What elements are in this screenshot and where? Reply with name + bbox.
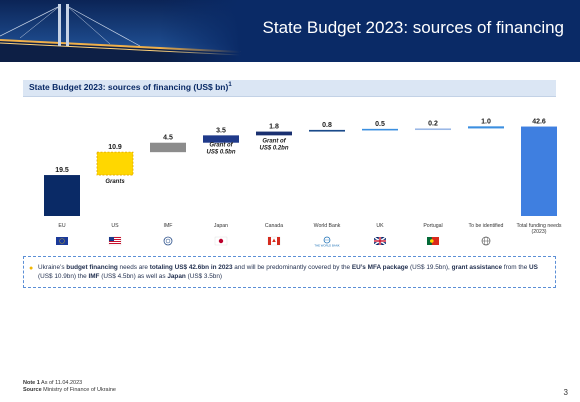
value-label-world-bank: 0.8 [322,122,332,129]
category-label-us: US [111,223,119,229]
bar-japan [203,135,239,143]
bullet-icon: ● [29,265,34,272]
bar-canada [256,131,292,136]
world-bank-logo-text: THE WORLD BANK [314,244,339,248]
us-flag-icon [108,236,122,246]
footer-notes: Note 1 As of 11.04.2023 Source Ministry … [23,380,116,394]
annotation-japan-line2: US$ 0.5bn [206,149,235,155]
value-label-us: 10.9 [108,144,122,151]
category-label-to-be-identified: To be identified [469,223,504,229]
category-label-imf: IMF [164,223,173,229]
value-label-japan: 3.5 [216,127,226,134]
bar-uk [362,128,398,131]
category-label-portugal: Portugal [423,223,442,229]
canada-flag-icon [267,236,281,246]
annotation-us: Grants [105,179,125,185]
chart-title-bar: State Budget 2023: sources of financing … [23,80,556,97]
bridge-photo-icon [0,0,241,62]
footnote-1: Note 1 As of 11.04.2023 [23,380,83,386]
chart-title: State Budget 2023: sources of financing … [29,82,232,92]
bar-to-be-identified [468,126,504,129]
uk-flag-icon [373,236,387,246]
bar-world-bank [309,129,345,132]
value-label-uk: 0.5 [375,121,385,128]
annotation-japan-line1: Grant of [209,142,233,148]
annotation-canada-line1: Grant of [262,139,286,145]
annotation-canada-line2: US$ 0.2bn [259,146,288,152]
value-label-imf: 4.5 [163,135,173,142]
summary-note-box: ● Ukraine’s budget financing needs are t… [23,256,556,288]
bar-eu [44,175,80,216]
waterfall-chart: 19.5 EU 10.9 US 4.5 IMF 3.5 Japan 1.8 Canada 0.8 Wo… [44,118,562,248]
category-label-uk: UK [376,223,384,229]
category-label-canada: Canada [265,223,283,229]
value-label-to-be-identified: 1.0 [481,118,491,125]
japan-flag-icon [214,236,228,246]
value-label-total-funding-needs-2023: 42.6 [532,119,546,126]
bar-us [96,151,134,176]
value-label-eu: 19.5 [55,167,69,174]
value-label-canada: 1.8 [269,124,279,131]
portugal-flag-icon [427,237,439,245]
eu-flag-icon [56,237,68,245]
world-bank-logo-icon [323,236,331,244]
category-label-eu: EU [58,223,65,229]
page-number: 3 [563,388,568,397]
imf-logo-icon [163,236,173,246]
footnote-marker: 1 [228,82,232,89]
source-note: Source Ministry of Finance of Ukraine [23,387,116,393]
category-label-world-bank: World Bank [314,223,341,229]
value-label-portugal: 0.2 [428,120,438,127]
category-label-japan: Japan [214,223,228,229]
page-title: State Budget 2023: sources of financing [262,18,564,37]
category-label-total-funding-needs-2023: Total funding needs [517,223,562,229]
globe-icon [481,236,491,246]
summary-note-text: Ukraine’s budget financing needs are tot… [38,264,538,280]
bar-portugal [415,128,451,131]
header-banner: State Budget 2023: sources of financing [0,0,580,62]
bar-imf [150,142,186,153]
category-label-total-funding-needs-2023-line2: (2023) [532,229,547,235]
bar-total-funding-needs-2023 [521,126,557,216]
